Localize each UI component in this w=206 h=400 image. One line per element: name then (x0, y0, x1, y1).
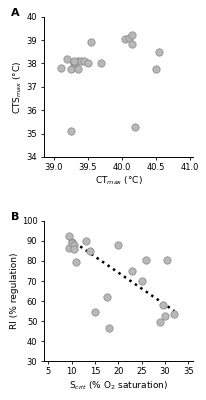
Point (70, 239, 73, 245)
X-axis label: CT$_{max}$ (°C): CT$_{max}$ (°C) (94, 175, 142, 188)
Point (89, 39, 92, 46)
Point (130, 40, 133, 47)
Point (139, 278, 143, 284)
Point (67, 245, 71, 251)
Point (104, 294, 108, 300)
Point (72, 242, 75, 248)
Point (66, 56, 69, 62)
Point (88, 248, 91, 254)
Point (107, 325, 110, 331)
Point (153, 66, 157, 72)
Point (144, 257, 147, 263)
X-axis label: S$_{crit}$ (% O$_2$ saturation): S$_{crit}$ (% O$_2$ saturation) (69, 379, 167, 392)
Point (165, 257, 168, 263)
Y-axis label: RI (% regulation): RI (% regulation) (10, 253, 19, 329)
Point (160, 302, 164, 308)
Point (99, 60, 103, 67)
Point (82, 58, 86, 64)
Point (126, 34, 130, 41)
Point (74, 259, 78, 265)
Point (123, 36, 126, 42)
Point (157, 48, 160, 55)
Point (72, 246, 75, 252)
Point (133, 123, 136, 130)
Point (130, 32, 133, 39)
Point (163, 313, 166, 319)
Point (158, 319, 161, 325)
Point (130, 268, 133, 274)
Point (70, 240, 73, 246)
Point (72, 60, 75, 67)
Point (84, 238, 87, 244)
Point (93, 309, 96, 315)
Point (59, 65, 62, 71)
Point (72, 58, 75, 64)
Point (76, 66, 79, 72)
Y-axis label: CTS$_{max}$ (°C): CTS$_{max}$ (°C) (11, 60, 24, 114)
Point (86, 60, 89, 67)
Point (67, 233, 71, 239)
Point (172, 311, 175, 317)
Text: B: B (11, 212, 19, 222)
Point (116, 242, 119, 248)
Point (69, 128, 72, 134)
Text: A: A (11, 8, 19, 18)
Point (76, 58, 79, 64)
Point (72, 59, 75, 66)
Point (79, 58, 82, 64)
Point (69, 66, 72, 72)
